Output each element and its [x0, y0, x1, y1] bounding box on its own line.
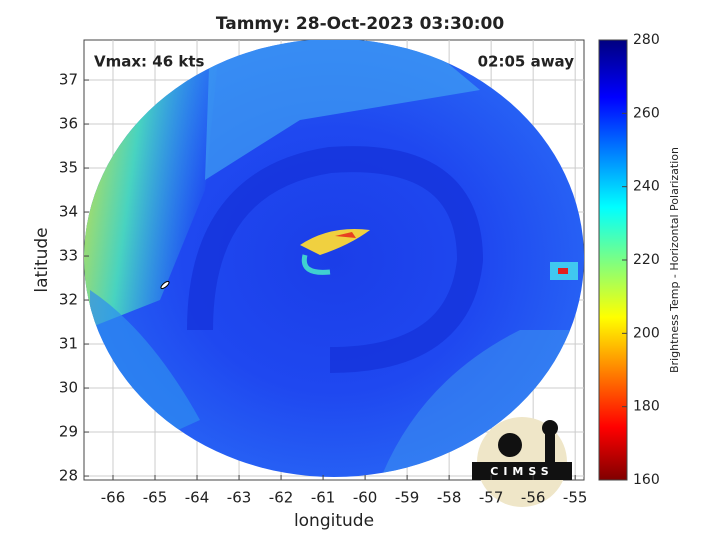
y-tick-label: 30 [59, 379, 78, 397]
annotation: Vmax: 46 kts [94, 53, 204, 71]
colorbar-tick-label: 260 [633, 105, 660, 121]
y-tick-label: 29 [59, 423, 78, 441]
x-tick-label: -61 [311, 489, 336, 507]
marker [160, 280, 170, 290]
logo: CIMSS [472, 417, 572, 507]
y-tick-label: 28 [59, 467, 78, 485]
x-tick-label: -64 [185, 489, 210, 507]
y-tick-label: 31 [59, 335, 78, 353]
y-tick-label: 34 [59, 203, 78, 221]
x-tick-label: -56 [521, 489, 546, 507]
y-axis-label: latitude [32, 227, 52, 292]
x-tick-label: -65 [143, 489, 168, 507]
x-tick-label: -66 [101, 489, 126, 507]
colorbar-label: Brightness Temp - Horizontal Polarizatio… [668, 147, 681, 373]
colorbar-tick-label: 160 [633, 472, 660, 488]
colorbar-tick-label: 180 [633, 399, 660, 415]
colorbar-tick-label: 200 [633, 325, 660, 341]
colorbar-tick-label: 220 [633, 252, 660, 268]
logo-text: CIMSS [490, 465, 553, 478]
x-tick-label: -60 [353, 489, 378, 507]
y-tick-label: 36 [59, 115, 78, 133]
x-tick-label: -62 [269, 489, 294, 507]
y-tick-label: 35 [59, 159, 78, 177]
y-tick-label: 32 [59, 291, 78, 309]
x-tick-label: -63 [227, 489, 252, 507]
x-axis-label: longitude [294, 511, 374, 531]
annotation: 02:05 away [478, 53, 575, 71]
y-tick-label: 33 [59, 247, 78, 265]
x-tick-label: -59 [395, 489, 420, 507]
colorbar-tick-label: 240 [633, 179, 660, 195]
x-tick-label: -55 [563, 489, 588, 507]
chart-title: Tammy: 28-Oct-2023 03:30:00 [216, 14, 504, 34]
swath-image [84, 40, 584, 477]
x-tick-label: -57 [479, 489, 504, 507]
x-tick-label: -58 [437, 489, 462, 507]
y-tick-label: 37 [59, 71, 78, 89]
colorbar-tick-label: 280 [633, 32, 660, 48]
